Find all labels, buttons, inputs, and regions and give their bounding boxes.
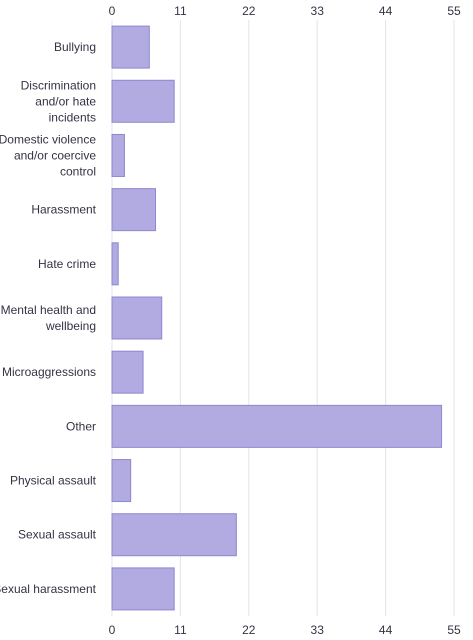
bottom-axis-ticks: 0 11 22 33 44 55 — [109, 623, 461, 637]
category-label: Sexual harassment — [0, 582, 97, 596]
category-label: Physical assault — [10, 474, 97, 488]
category-label: Harassment — [31, 203, 96, 217]
bar — [111, 350, 144, 394]
bottom-tick-label: 44 — [379, 623, 393, 637]
bar — [111, 513, 237, 557]
bar — [111, 459, 132, 503]
category-label: Hate crime — [38, 257, 96, 271]
bar — [111, 79, 175, 123]
category-labels: Bullying Discrimination and/or hate inciden… — [0, 40, 97, 596]
category-label: Bullying — [54, 40, 96, 54]
bar — [111, 25, 150, 69]
bar — [111, 567, 175, 611]
top-tick-label: 44 — [379, 4, 393, 18]
top-tick-label: 11 — [174, 4, 187, 18]
bar — [111, 133, 125, 177]
bars — [111, 25, 443, 611]
top-tick-label: 55 — [447, 4, 461, 18]
category-label: Domestic violence and/or coercive control — [0, 132, 96, 178]
category-label: Other — [66, 419, 96, 433]
top-tick-label: 33 — [311, 4, 325, 18]
bar — [111, 296, 163, 340]
top-tick-label: 22 — [242, 4, 256, 18]
category-label: Sexual assault — [18, 528, 97, 542]
bar — [111, 404, 443, 448]
bottom-tick-label: 0 — [109, 623, 116, 637]
category-label: Microaggressions — [2, 365, 96, 379]
bar — [111, 188, 157, 232]
bottom-tick-label: 33 — [311, 623, 325, 637]
category-label: Mental health and wellbeing — [1, 303, 96, 333]
top-tick-label: 0 — [109, 4, 116, 18]
bottom-tick-label: 11 — [174, 623, 187, 637]
bar — [111, 242, 119, 286]
top-axis-ticks: 0 11 22 33 44 55 — [109, 4, 461, 18]
category-label: Discrimination and/or hate incidents — [21, 78, 97, 124]
bottom-tick-label: 55 — [447, 623, 461, 637]
bottom-tick-label: 22 — [242, 623, 256, 637]
